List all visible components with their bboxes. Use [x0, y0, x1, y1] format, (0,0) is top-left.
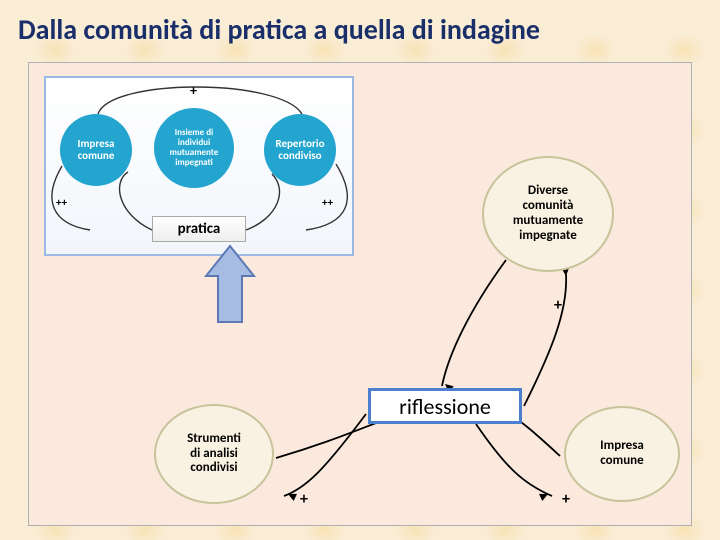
circle-insieme: Insieme diindividuimutuamenteimpegnati — [154, 108, 234, 188]
circle-repertorio: Repertoriocondiviso — [264, 114, 336, 186]
oval-strumenti: Strumentidi analisicondivisi — [154, 404, 274, 504]
plus-sign: ++ — [56, 196, 67, 209]
pratica-label-box: pratica — [152, 216, 246, 242]
plus-sign: + — [300, 490, 308, 509]
page-title: Dalla comunità di pratica a quella di in… — [18, 12, 702, 47]
riflessione-box: riflessione — [368, 388, 522, 424]
circle-impresa: Impresacomune — [60, 114, 132, 186]
plus-sign: + — [554, 296, 562, 315]
riflessione-label: riflessione — [399, 393, 491, 420]
oval-diverse: Diversecomunitàmutuamenteimpegnate — [482, 156, 614, 272]
plus-sign: ++ — [322, 196, 333, 209]
plus-sign: + — [562, 490, 570, 509]
oval-impresa2: Impresacomune — [564, 406, 680, 502]
plus-sign: + — [190, 82, 197, 99]
pratica-label: pratica — [178, 220, 221, 238]
